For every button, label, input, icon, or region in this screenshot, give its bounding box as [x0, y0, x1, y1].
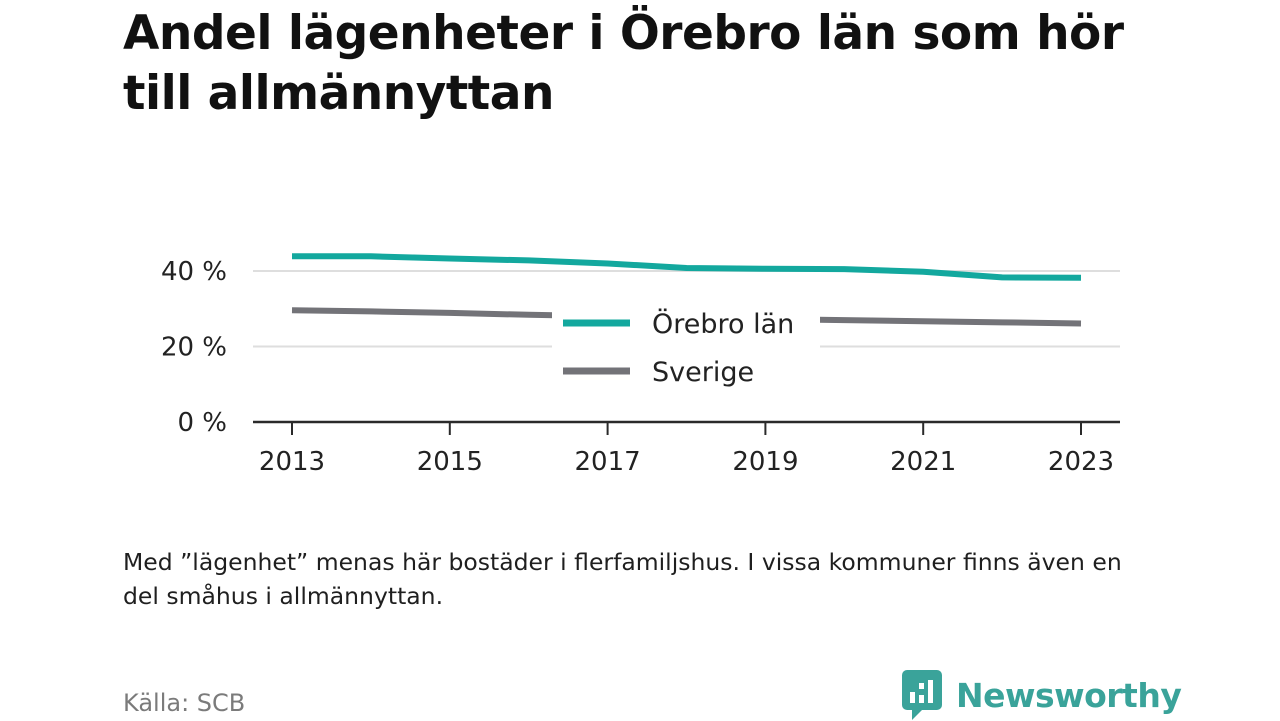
series-line-orebro-lan: [292, 253, 1082, 281]
y-tick-label: 20 %: [161, 333, 227, 363]
legend-label: Örebro län: [652, 308, 794, 340]
x-tick-label: 2023: [1048, 447, 1114, 477]
legend-label: Sverige: [652, 357, 754, 388]
x-tick-label: 2019: [732, 447, 798, 477]
bar-chart-speech-bubble-icon: [902, 670, 942, 720]
y-tick-label: 0 %: [177, 408, 227, 438]
chart-note: Med ”lägenhet” menas här bostäder i fler…: [123, 548, 1122, 610]
x-tick-label: 2015: [417, 447, 483, 477]
x-tick-label: 2017: [575, 447, 641, 477]
legend: Örebro län Sverige: [552, 300, 820, 394]
newsworthy-brand: Newsworthy: [902, 669, 1182, 721]
y-tick-label: 40 %: [161, 257, 227, 287]
brand-name: Newsworthy: [956, 675, 1182, 715]
source-label: Källa: SCB: [123, 689, 246, 717]
chart-title: Andel lägenheter i Örebro län som hör ti…: [123, 6, 1124, 121]
x-tick-label: 2021: [890, 447, 956, 477]
line-chart: 0 % 20 % 40 % 2013 2015 2017 2019 2021 2023 Öreb…: [161, 253, 1120, 477]
x-tick-label: 2013: [259, 447, 325, 477]
axis-layer: 0 % 20 % 40 % 2013 2015 2017 2019 2021 2023: [161, 257, 1120, 477]
